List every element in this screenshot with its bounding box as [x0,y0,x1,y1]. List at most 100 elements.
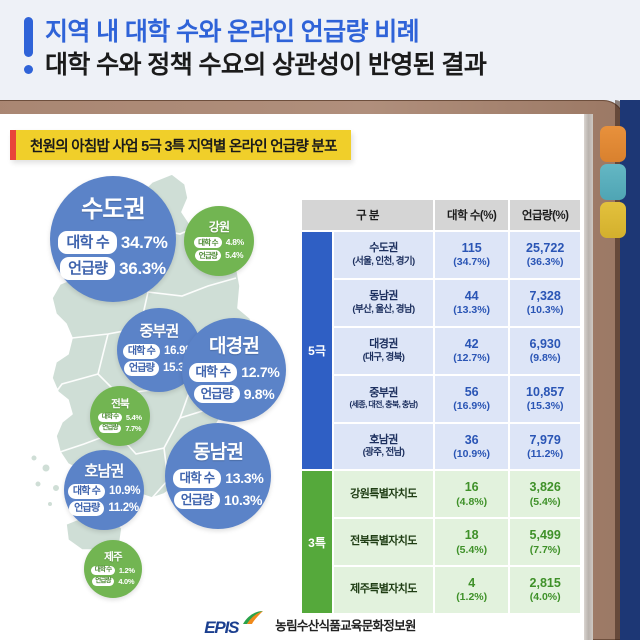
bubble-metric-universities: 대학 수 12.7% [188,363,280,382]
map-bubble-dongnamgwon[interactable]: 동남권 대학 수 13.3% 언급량 10.3% [165,423,271,529]
table-cell-mentions: 3,826 (5.4%) [510,471,580,518]
bubble-region-name: 제주 [104,550,123,563]
bubble-mentions-value: 36.3% [119,259,166,278]
map-bubble-daegyeonggwon[interactable]: 대경권 대학 수 12.7% 언급량 9.8% [182,318,286,422]
region-name: 강원특별자치도 [350,487,417,500]
col-header-mentions: 언급량(%) [510,200,580,230]
universities-percent: (34.7%) [453,256,491,269]
region-subtext: (세종, 대전, 충북, 충남) [349,400,419,410]
table-cell-region: 호남권 (광주, 전남) [334,423,433,470]
bubble-region-name: 중부권 [139,323,179,340]
table-cell-universities: 56 (16.9%) [434,375,509,422]
bubble-universities-value: 16.9% [164,344,196,357]
table-row: 호남권 (광주, 전남) 36 (10.9%) 7,979 (11.2%) [302,423,580,470]
region-name: 호남권 [369,433,398,446]
bubble-metric-universities: 대학 수 5.4% [98,412,142,423]
universities-count: 16 [464,480,479,495]
mentions-count: 7,328 [529,288,561,303]
mentions-percent: (7.7%) [529,543,561,556]
bookmark-tab-teal[interactable] [600,164,626,200]
table-row: 제주특별자치도 4 (1.2%) 2,815 (4.0%) [302,567,580,614]
table-cell-region: 중부권 (세종, 대전, 충북, 충남) [334,375,433,422]
bubble-universities-label: 대학 수 [98,412,122,423]
exclamation-bar [24,17,33,57]
mentions-count: 2,815 [529,576,561,591]
table-cell-mentions: 6,930 (9.8%) [510,327,580,374]
bubble-metric-universities: 대학 수 13.3% [172,469,264,488]
bookmark-tab-yellow[interactable] [600,202,626,238]
map-bubble-jeju[interactable]: 제주 대학 수 1.2% 언급량 4.0% [84,540,142,598]
region-name: 전북특별자치도 [350,535,417,548]
bubble-mentions-value: 9.8% [243,385,275,402]
table-cell-mentions: 5,499 (7.7%) [510,519,580,566]
exclamation-dot [24,65,33,74]
mentions-count: 6,930 [529,336,561,351]
universities-count: 4 [468,576,476,591]
table-head: 구 분 대학 수(%) 언급량(%) [302,200,580,230]
mentions-count: 10,857 [526,384,565,399]
table-row: 대경권 (대구, 경북) 42 (12.7%) 6,930 (9.8%) [302,327,580,374]
bubble-mentions-value: 11.2% [108,501,139,514]
mentions-count: 5,499 [529,528,561,543]
map-bubble-honamgwon[interactable]: 호남권 대학 수 10.9% 언급량 11.2% [64,450,144,530]
bubble-mentions-label: 언급량 [194,249,222,261]
table-cell-universities: 16 (4.8%) [434,471,509,518]
bubble-universities-value: 5.4% [125,412,142,422]
table-cell-mentions: 10,857 (15.3%) [510,375,580,422]
region-name: 대경권 [369,337,398,350]
bubble-region-name: 강원 [208,220,230,234]
map-bubble-gangwon[interactable]: 강원 대학 수 4.8% 언급량 5.4% [184,206,254,276]
bubble-mentions-label: 언급량 [69,501,105,516]
bubble-mentions-value: 4.0% [118,576,135,586]
page-header: 지역 내 대학 수와 온라인 언급량 비례 대학 수와 정책 수요의 상관성이 … [0,0,640,100]
table-cell-universities: 115 (34.7%) [434,232,509,278]
bubble-metric-universities: 대학 수 10.9% [67,484,141,499]
table-cell-region: 전북특별자치도 [334,519,433,566]
table-row: 5극 수도권 (서울, 인천, 경기) 115 (34.7%) 25,722 (36.3%) [302,232,580,470]
epis-logo: EPIS [204,611,266,637]
bubble-mentions-label: 언급량 [123,361,160,376]
mentions-count: 25,722 [526,241,565,255]
bubble-mentions-value: 15.3% [163,361,195,374]
map-bubble-sudogwon[interactable]: 수도권 대학 수 34.7% 언급량 36.3% [50,176,176,302]
bubble-universities-value: 10.9% [109,484,141,497]
bubble-mentions-value: 10.3% [223,491,263,508]
table-cell-universities: 4 (1.2%) [434,567,509,614]
bubble-metric-mentions: 언급량 10.3% [173,490,263,509]
bookmark-tab-orange[interactable] [600,126,626,162]
bubble-universities-label: 대학 수 [58,231,117,254]
region-subtext: (부산, 울산, 경남) [352,303,415,315]
organization-name: 농림수산식품교육문화정보원 [275,618,416,633]
universities-count: 56 [464,384,479,399]
mentions-count: 7,979 [529,432,561,447]
bubble-universities-label: 대학 수 [188,363,238,382]
table-cell-universities: 36 (10.9%) [434,423,509,470]
universities-count: 36 [464,432,479,447]
table-cell-universities: 44 (13.3%) [434,279,509,326]
table-cell-region: 대경권 (대구, 경북) [334,327,433,374]
table-row: 3특 강원특별자치도 16 (4.8%) 3,826 (5.4%) [302,471,580,614]
bubble-metric-mentions: 언급량 5.4% [194,249,244,261]
region-subtext: (광주, 전남) [362,447,405,459]
table-cell-mentions: 25,722 (36.3%) [510,232,580,278]
table-group-label: 3특 [302,471,332,614]
table-cell-region: 동남권 (부산, 울산, 경남) [334,279,433,326]
mentions-percent: (11.2%) [527,447,564,460]
bubble-metric-universities: 대학 수 16.9% [122,344,196,359]
bubble-metric-mentions: 언급량 11.2% [69,501,139,516]
region-subtext: (서울, 인천, 경기) [352,255,415,267]
universities-percent: (13.3%) [453,304,491,317]
table-row: 중부권 (세종, 대전, 충북, 충남) 56 (16.9%) 10,857 (15.3%… [302,375,580,422]
table-cell-mentions: 7,979 (11.2%) [510,423,580,470]
bubble-metric-mentions: 언급량 36.3% [60,257,166,280]
bubble-universities-label: 대학 수 [122,344,161,359]
table-header-row: 구 분 대학 수(%) 언급량(%) [302,200,580,230]
bubble-region-name: 전북 [111,397,130,410]
map-bubble-jeonbuk[interactable]: 전북 대학 수 5.4% 언급량 7.7% [90,386,150,446]
page-title-line1: 지역 내 대학 수와 온라인 언급량 비례 [45,18,420,46]
mentions-count: 3,826 [529,480,561,495]
table-cell-mentions: 2,815 (4.0%) [510,567,580,614]
bubble-region-name: 수도권 [81,196,146,223]
mentions-percent: (36.3%) [526,256,564,269]
